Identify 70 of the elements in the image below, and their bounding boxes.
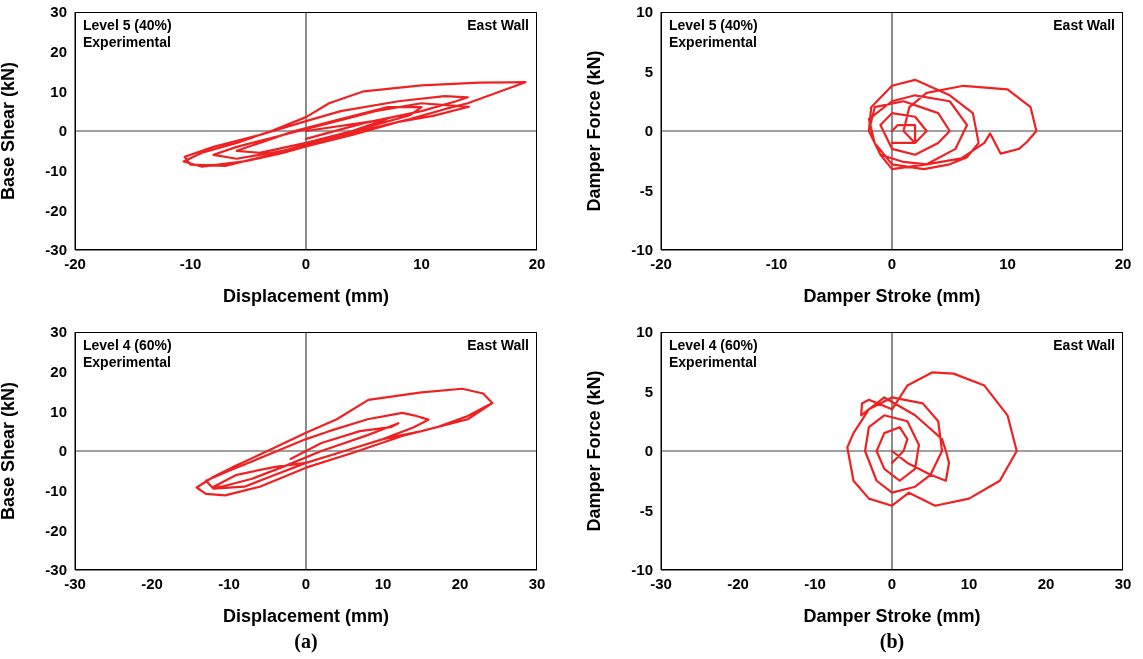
annotation: East Wall: [467, 17, 529, 33]
x-tick-label: 10: [413, 254, 430, 272]
x-axis-title: Displacement (mm): [222, 606, 390, 626]
y-tick-label: 10: [50, 82, 67, 100]
annotation: East Wall: [1053, 337, 1115, 353]
line-series: [846, 371, 1018, 507]
y-tick-label: -10: [631, 241, 653, 259]
x-tick-label: 0: [301, 574, 311, 592]
x-tick-label: -10: [179, 254, 202, 272]
annotation: Experimental: [669, 354, 758, 371]
y-tick-label: -5: [639, 181, 653, 199]
x-axis-title: Damper Stroke (mm): [803, 286, 981, 306]
x-tick-label: 20: [451, 574, 469, 592]
y-tick-label: 0: [644, 122, 653, 140]
y-tick-label: -20: [45, 201, 67, 219]
y-tick-label: -5: [639, 501, 653, 519]
x-tick-label: 30: [528, 574, 546, 592]
y-axis-title: Damper Force (kN): [584, 50, 605, 212]
y-tick-label: 0: [58, 442, 67, 460]
text: (a): [293, 630, 319, 653]
annotation: Level 5 (40%): [669, 17, 758, 34]
y-tick-label: -30: [45, 561, 67, 579]
y-tick-label: -10: [631, 561, 653, 579]
y-tick-label: 0: [644, 442, 653, 460]
line-series: [867, 78, 1038, 171]
annotation: East Wall: [467, 337, 529, 353]
x-tick-label: 0: [887, 574, 897, 592]
x-tick-label: 10: [374, 574, 392, 592]
y-axis-title: Base Shear (kN): [0, 381, 19, 521]
text: (b): [878, 630, 906, 653]
annotation: Experimental: [83, 354, 172, 371]
x-tick-label: 0: [887, 254, 897, 272]
annotation: Experimental: [669, 34, 758, 51]
x-tick-label: 20: [528, 254, 546, 272]
x-tick-label: -10: [218, 574, 240, 592]
x-axis-title: Displacement (mm): [222, 286, 390, 306]
annotation: East Wall: [1053, 17, 1115, 33]
y-tick-label: 30: [50, 323, 67, 341]
y-tick-label: -10: [45, 161, 67, 179]
y-tick-label: 0: [58, 122, 67, 140]
annotation: Level 4 (60%): [669, 337, 758, 354]
y-tick-label: 5: [644, 62, 653, 80]
x-tick-label: -10: [804, 574, 826, 592]
x-tick-label: -20: [727, 574, 749, 592]
x-tick-label: 10: [999, 254, 1016, 272]
y-tick-label: 10: [636, 323, 653, 341]
annotation: Level 5 (40%): [83, 17, 172, 34]
annotation: Level 4 (60%): [83, 337, 172, 354]
annotation: Experimental: [83, 34, 172, 51]
y-tick-label: 10: [50, 402, 67, 420]
y-axis-title: Damper Force (kN): [584, 370, 605, 532]
y-tick-label: -10: [45, 481, 67, 499]
x-axis-title: Damper Stroke (mm): [803, 606, 981, 626]
y-tick-label: 5: [644, 382, 653, 400]
x-tick-label: 30: [1114, 574, 1132, 592]
y-tick-label: -20: [45, 521, 67, 539]
x-tick-label: -10: [765, 254, 788, 272]
y-tick-label: 20: [50, 42, 67, 60]
x-tick-label: 20: [1114, 254, 1132, 272]
x-tick-label: 10: [960, 574, 978, 592]
line-series: [182, 81, 527, 168]
y-tick-label: 10: [636, 3, 653, 21]
y-tick-label: -30: [45, 241, 67, 259]
y-axis-title: Base Shear (kN): [0, 61, 19, 201]
x-tick-label: 20: [1037, 574, 1055, 592]
x-tick-label: 0: [301, 254, 311, 272]
line-series: [195, 387, 494, 497]
x-tick-label: -20: [141, 574, 163, 592]
y-tick-label: 30: [50, 3, 67, 21]
y-tick-label: 20: [50, 362, 67, 380]
